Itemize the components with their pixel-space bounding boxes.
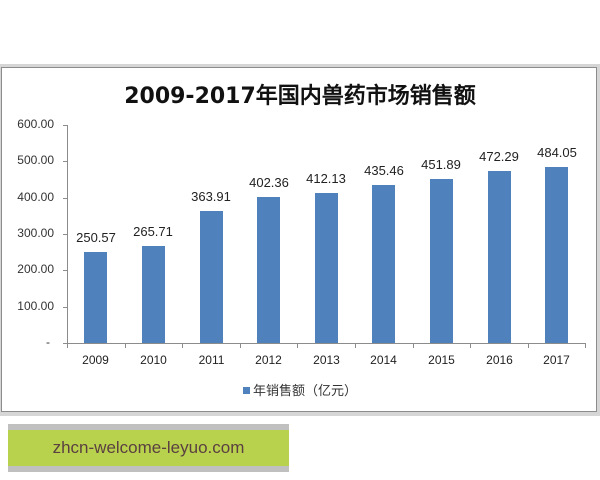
x-tick-mark <box>297 343 298 348</box>
y-tick-mark <box>63 307 67 308</box>
value-label: 435.46 <box>364 163 404 178</box>
bar-2013 <box>315 193 338 343</box>
y-tick-label: 200.00 <box>17 262 54 277</box>
chart-title: 2009-2017年国内兽药市场销售额 <box>124 84 476 109</box>
y-tick-label: 300.00 <box>17 226 54 240</box>
watermark-banner: zhcn-welcome-leyuo.com <box>8 424 289 472</box>
bar-2017 <box>545 167 568 343</box>
x-tick-label: 2014 <box>370 353 397 367</box>
x-tick-label: 2016 <box>486 353 513 367</box>
bar-2010 <box>142 246 165 343</box>
y-tick-mark <box>63 270 67 271</box>
bar-2014 <box>372 185 395 343</box>
x-tick-label: 2011 <box>198 353 225 367</box>
x-tick-mark <box>125 343 126 348</box>
legend: 年销售额（亿元） <box>0 380 600 399</box>
x-tick-label: 2013 <box>313 353 340 367</box>
y-tick-label: - <box>46 335 50 349</box>
y-tick-mark <box>63 125 67 126</box>
value-label: 265.71 <box>133 224 173 239</box>
bar-2012 <box>257 197 280 343</box>
value-label: 402.36 <box>249 175 289 190</box>
x-tick-mark <box>470 343 471 348</box>
y-tick-label: 100.00 <box>17 298 54 313</box>
x-tick-mark <box>413 343 414 348</box>
y-axis <box>67 125 68 344</box>
value-label: 484.05 <box>537 145 577 160</box>
value-label: 472.29 <box>479 149 519 164</box>
y-tick-mark <box>63 234 67 235</box>
y-tick-mark <box>63 198 67 199</box>
x-tick-label: 2015 <box>428 353 455 367</box>
value-label: 451.89 <box>421 157 461 172</box>
x-axis <box>67 343 586 344</box>
x-tick-mark <box>182 343 183 348</box>
x-tick-label: 2010 <box>140 353 167 367</box>
y-tick-mark <box>63 161 67 162</box>
legend-swatch-icon <box>242 387 250 394</box>
y-tick-label: 600.00 <box>17 117 54 131</box>
watermark-text: zhcn-welcome-leyuo.com <box>8 430 289 466</box>
x-tick-label: 2012 <box>255 353 282 367</box>
bar-2015 <box>430 179 453 343</box>
y-tick-mark <box>63 343 67 344</box>
x-tick-label: 2017 <box>543 353 570 367</box>
bar-2011 <box>200 211 223 343</box>
y-tick-label: 400.00 <box>17 189 54 204</box>
bar-2009 <box>84 252 107 343</box>
x-tick-mark <box>585 343 586 348</box>
value-label: 412.13 <box>306 171 346 186</box>
bar-2016 <box>488 171 511 343</box>
x-tick-mark <box>67 343 68 348</box>
x-tick-mark <box>528 343 529 348</box>
x-tick-mark <box>240 343 241 348</box>
value-label: 363.91 <box>191 189 231 204</box>
x-tick-label: 2009 <box>82 353 109 367</box>
value-label: 250.57 <box>76 230 116 245</box>
legend-label: 年销售额（亿元） <box>252 384 357 399</box>
y-tick-label: 500.00 <box>17 153 54 168</box>
x-tick-mark <box>355 343 356 348</box>
